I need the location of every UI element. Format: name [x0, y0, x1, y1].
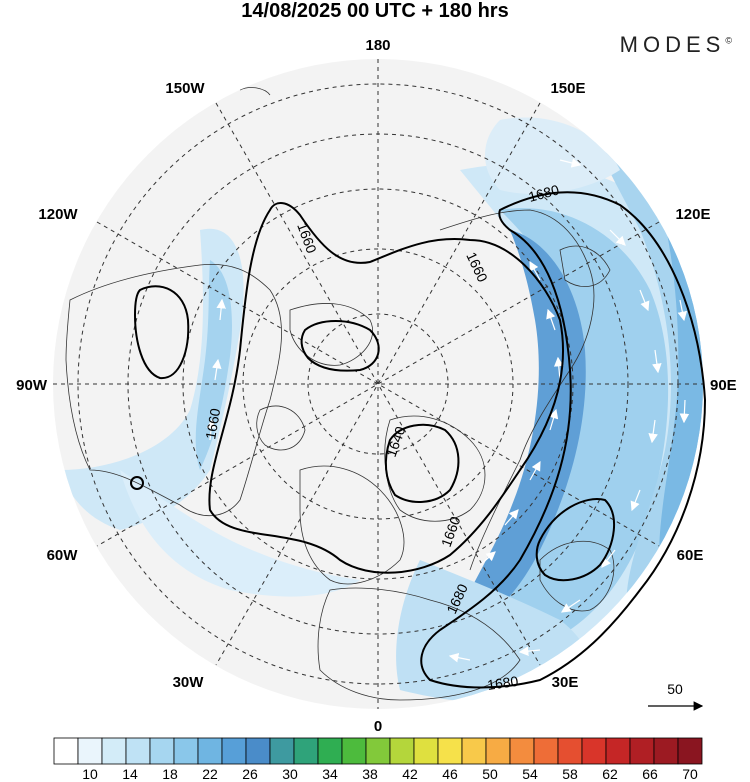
colorbar-tick-label: 54	[522, 766, 538, 782]
colorbar-swatch	[629, 737, 655, 765]
colorbar-swatch	[77, 737, 103, 765]
colorbar-swatch	[293, 737, 319, 765]
colorbar-tick-label: 70	[682, 766, 698, 782]
lon-label-150e: 150E	[550, 80, 585, 97]
colorbar-swatch	[53, 737, 79, 765]
colorbar-swatch	[197, 737, 223, 765]
lon-label-120w: 120W	[38, 206, 78, 223]
height-contours	[130, 191, 707, 689]
lon-label-0: 0	[374, 718, 382, 735]
colorbar-swatch	[605, 737, 631, 765]
colorbar-tick-label: 14	[122, 766, 138, 782]
colorbar-swatch	[557, 737, 583, 765]
lon-label-60w: 60W	[47, 547, 79, 564]
colorbar-tick-label: 66	[642, 766, 658, 782]
reference-vector-label: 50	[667, 681, 683, 697]
lon-label-180: 180	[365, 37, 390, 54]
colorbar-swatch	[581, 737, 607, 765]
logo-mark: ©	[725, 35, 732, 46]
colorbar-swatch	[317, 737, 343, 765]
colorbar-tick-label: 18	[162, 766, 178, 782]
colorbar-tick-label: 38	[362, 766, 378, 782]
colorbar-tick-label: 30	[282, 766, 298, 782]
colorbar-swatch	[341, 737, 367, 765]
lon-label-120e: 120E	[675, 206, 710, 223]
colorbar-swatch	[269, 737, 295, 765]
graticule	[53, 59, 703, 709]
contour-label: 1680	[527, 181, 561, 205]
colorbar-tick-label: 46	[442, 766, 458, 782]
colorbar-tick-label: 22	[202, 766, 218, 782]
colorbar-swatch	[533, 737, 559, 765]
colorbar-tick-label: 58	[562, 766, 578, 782]
colorbar-swatch	[413, 737, 439, 765]
lon-label-60e: 60E	[677, 547, 704, 564]
map-title: 14/08/2025 00 UTC + 180 hrs	[241, 0, 509, 22]
colorbar-swatch	[485, 737, 511, 765]
lon-label-30e: 30E	[552, 674, 579, 691]
colorbar-tick-label: 50	[482, 766, 498, 782]
colorbar-swatch	[677, 737, 703, 765]
colorbar-swatch	[245, 737, 271, 765]
lon-label-30w: 30W	[173, 674, 205, 691]
colorbar-tick-label: 42	[402, 766, 418, 782]
colorbar-swatch	[125, 737, 151, 765]
colorbar-swatch	[437, 737, 463, 765]
colorbar-swatch	[461, 737, 487, 765]
colorbar-tick-label: 10	[82, 766, 98, 782]
lon-label-90e: 90E	[710, 377, 737, 394]
colorbar-swatch	[365, 737, 391, 765]
logo-text: MODES	[619, 32, 726, 57]
colorbar-tick-label: 34	[322, 766, 338, 782]
colorbar-tick-label: 26	[242, 766, 258, 782]
colorbar: 10 14 18 22 26 30 34 38 42 46 50 54 58 62 66 70	[53, 737, 703, 782]
lon-label-90w: 90W	[16, 377, 48, 394]
lon-label-150w: 150W	[165, 80, 205, 97]
colorbar-swatch	[653, 737, 679, 765]
wind-arrows	[206, 158, 690, 663]
colorbar-swatch	[221, 737, 247, 765]
colorbar-swatch	[509, 737, 535, 765]
colorbar-swatch	[389, 737, 415, 765]
colorbar-swatch	[149, 737, 175, 765]
colorbar-tick-label: 62	[602, 766, 618, 782]
contour-label: 1660	[202, 407, 223, 441]
contour-label: 1680	[486, 673, 519, 693]
modes-logo: MODES©	[620, 32, 732, 58]
coastlines	[65, 87, 615, 701]
colorbar-swatch	[101, 737, 127, 765]
colorbar-swatch	[173, 737, 199, 765]
